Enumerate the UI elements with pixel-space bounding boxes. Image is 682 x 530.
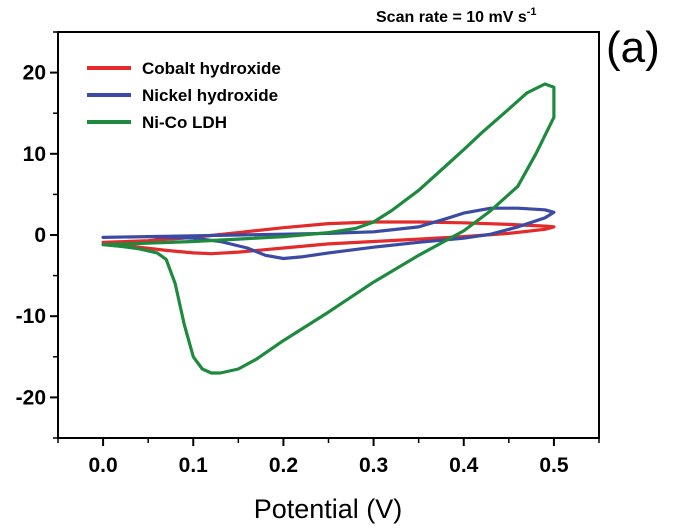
y-tick-label: 0 (34, 224, 46, 247)
x-tick-label: 0.4 (449, 454, 479, 477)
x-tick-label: 0.5 (539, 454, 569, 477)
legend: Cobalt hydroxide Nickel hydroxide Ni-Co … (87, 59, 281, 132)
y-ticks: -20 -10 0 10 20 (16, 31, 58, 439)
scan-rate-annotation: Scan rate = 10 mV s-1 (376, 6, 537, 26)
legend-label-cobalt-hydroxide: Cobalt hydroxide (142, 59, 281, 78)
x-tick-label: 0.1 (179, 454, 209, 477)
panel-label: (a) (606, 23, 660, 72)
x-tick-label: 0.3 (359, 454, 388, 477)
series-layer (101, 82, 556, 375)
y-tick-label: 20 (23, 62, 46, 85)
y-tick-label: -20 (16, 386, 46, 409)
legend-label-nickel-hydroxide: Nickel hydroxide (142, 86, 278, 105)
scan-rate-text: Scan rate = 10 mV s (376, 9, 527, 26)
x-axis-label: Potential (V) (254, 494, 403, 524)
x-tick-label: 0.2 (269, 454, 298, 477)
series-line-0 (101, 220, 556, 256)
series-line-2 (101, 82, 556, 375)
x-tick-label: 0.0 (88, 454, 117, 477)
scan-rate-superscript: -1 (527, 6, 537, 18)
legend-label-ni-co-ldh: Ni-Co LDH (142, 113, 227, 132)
x-ticks: 0.0 0.1 0.2 0.3 0.4 0.5 (57, 438, 600, 477)
y-tick-label: -10 (16, 305, 46, 328)
y-tick-label: 10 (23, 143, 46, 166)
